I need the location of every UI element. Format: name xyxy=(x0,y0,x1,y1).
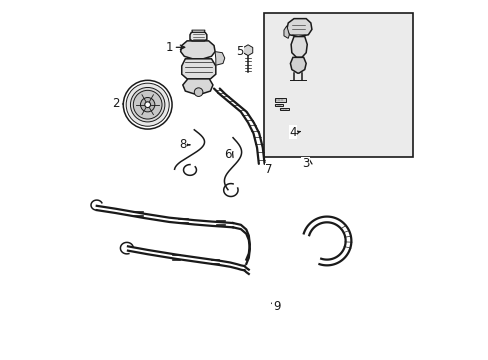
Circle shape xyxy=(126,83,169,126)
Polygon shape xyxy=(290,37,306,57)
Polygon shape xyxy=(286,19,311,37)
Bar xyxy=(264,13,412,157)
Polygon shape xyxy=(183,79,212,94)
Text: 3: 3 xyxy=(301,157,308,170)
Text: 7: 7 xyxy=(264,163,272,176)
Text: 6: 6 xyxy=(224,148,231,161)
Polygon shape xyxy=(191,30,204,32)
Text: 4: 4 xyxy=(288,126,296,139)
Text: 8: 8 xyxy=(179,138,186,151)
Circle shape xyxy=(144,102,150,108)
Circle shape xyxy=(194,88,203,96)
Text: 1: 1 xyxy=(165,41,173,54)
Polygon shape xyxy=(180,41,215,59)
Bar xyxy=(274,104,282,107)
Text: 2: 2 xyxy=(111,98,119,111)
Text: 5: 5 xyxy=(236,45,244,58)
Polygon shape xyxy=(284,26,289,39)
Text: 9: 9 xyxy=(272,300,280,313)
Polygon shape xyxy=(290,57,305,73)
Polygon shape xyxy=(182,59,215,79)
Bar xyxy=(274,98,285,102)
Circle shape xyxy=(123,80,172,129)
Polygon shape xyxy=(215,51,224,65)
Circle shape xyxy=(133,90,162,119)
Bar xyxy=(280,108,289,111)
Circle shape xyxy=(140,98,155,112)
Circle shape xyxy=(130,87,164,122)
Polygon shape xyxy=(190,32,206,41)
Polygon shape xyxy=(243,45,252,55)
